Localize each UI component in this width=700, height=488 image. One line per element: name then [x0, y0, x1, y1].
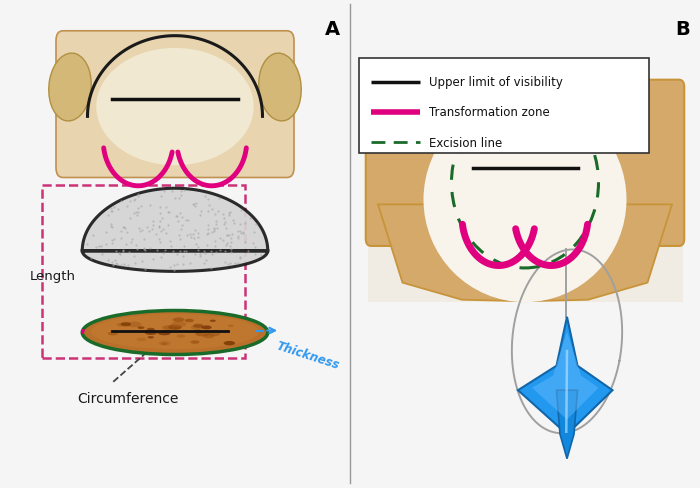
Text: Upper limit of visibility: Upper limit of visibility	[428, 76, 563, 89]
Ellipse shape	[136, 338, 146, 342]
Ellipse shape	[144, 330, 158, 335]
Ellipse shape	[158, 330, 171, 336]
Text: Thickness: Thickness	[274, 339, 341, 372]
Ellipse shape	[159, 341, 171, 346]
Ellipse shape	[162, 325, 174, 330]
Ellipse shape	[83, 311, 267, 355]
FancyBboxPatch shape	[56, 32, 294, 178]
Ellipse shape	[209, 332, 220, 336]
Ellipse shape	[193, 330, 203, 334]
Ellipse shape	[195, 331, 210, 337]
Ellipse shape	[168, 325, 182, 330]
Polygon shape	[532, 332, 598, 420]
Text: A: A	[325, 20, 340, 39]
Text: B: B	[675, 20, 690, 39]
Ellipse shape	[203, 334, 214, 339]
Ellipse shape	[259, 54, 301, 122]
Polygon shape	[83, 189, 267, 272]
Text: Circumference: Circumference	[77, 391, 178, 406]
Ellipse shape	[191, 325, 203, 330]
FancyBboxPatch shape	[365, 81, 475, 246]
Ellipse shape	[172, 322, 187, 327]
Ellipse shape	[228, 325, 234, 327]
Polygon shape	[518, 317, 612, 434]
Ellipse shape	[190, 341, 199, 344]
Ellipse shape	[97, 49, 253, 166]
Ellipse shape	[138, 326, 144, 329]
Ellipse shape	[148, 336, 154, 339]
Ellipse shape	[117, 323, 127, 327]
FancyBboxPatch shape	[575, 81, 685, 246]
Ellipse shape	[127, 322, 141, 327]
Ellipse shape	[185, 319, 194, 323]
Ellipse shape	[144, 329, 155, 334]
Ellipse shape	[91, 314, 259, 349]
Ellipse shape	[173, 318, 184, 322]
Polygon shape	[556, 390, 577, 459]
Ellipse shape	[120, 323, 131, 326]
Ellipse shape	[210, 320, 216, 322]
Bar	[42, 185, 245, 359]
Text: Transformation zone: Transformation zone	[428, 106, 550, 119]
Ellipse shape	[108, 332, 118, 336]
Ellipse shape	[193, 324, 204, 328]
Text: Excision line: Excision line	[428, 137, 502, 149]
Ellipse shape	[49, 54, 91, 122]
Ellipse shape	[161, 343, 167, 345]
Ellipse shape	[202, 326, 211, 330]
Ellipse shape	[177, 335, 185, 338]
Ellipse shape	[424, 98, 626, 303]
FancyBboxPatch shape	[368, 83, 682, 303]
FancyBboxPatch shape	[358, 59, 650, 154]
Text: Length: Length	[29, 269, 76, 282]
Ellipse shape	[147, 328, 155, 331]
Polygon shape	[378, 205, 672, 302]
Ellipse shape	[223, 341, 235, 346]
